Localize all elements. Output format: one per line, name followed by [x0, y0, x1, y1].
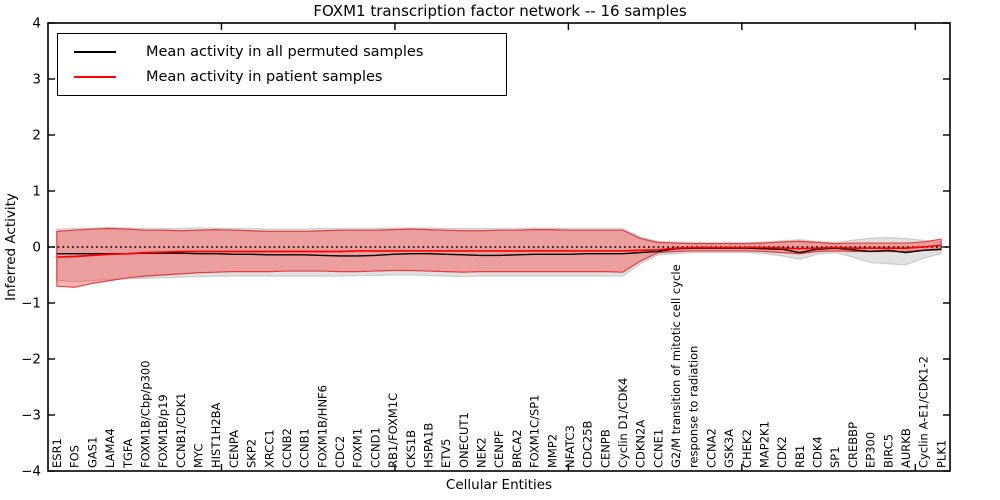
x-category-label: CCNB1	[298, 428, 312, 468]
legend-item-patient: Mean activity in patient samples	[58, 69, 506, 85]
patient-line-swatch	[74, 75, 116, 78]
patient-samples-band	[56, 227, 942, 288]
x-category-label: BRCA2	[510, 429, 524, 468]
x-category-label: response to radiation	[687, 346, 701, 468]
x-category-label: ESR1	[50, 438, 64, 468]
y-tick-label: 0	[32, 240, 41, 256]
permuted-mean-line	[56, 247, 942, 257]
x-category-label: Cyclin D1/CDK4	[616, 378, 630, 468]
x-category-label: CENPB	[598, 429, 612, 468]
permuted-line-swatch	[74, 51, 116, 54]
x-category-label: HIST1H2BA	[209, 402, 223, 468]
y-tick-label: 1	[32, 184, 41, 200]
x-category-label: SKP2	[245, 439, 259, 468]
x-category-label: LAMA4	[103, 428, 117, 468]
chart-title: FOXM1 transcription factor network -- 16…	[313, 2, 687, 20]
legend-box: Mean activity in all permuted samples Me…	[57, 33, 507, 96]
y-tick-label: 3	[32, 72, 41, 88]
x-category-label: GAS1	[85, 437, 99, 468]
y-tick-label: 4	[32, 16, 41, 32]
x-category-label: CENPF	[492, 431, 506, 468]
x-category-label: CKS1B	[404, 430, 418, 468]
y-axis-title: Inferred Activity	[3, 193, 19, 301]
x-category-label: NFATC3	[563, 425, 577, 468]
x-category-label: CREBBP	[846, 422, 860, 468]
x-category-label: GSK3A	[722, 429, 736, 468]
patient-mean-line	[56, 244, 942, 258]
legend-item-permuted: Mean activity in all permuted samples	[58, 44, 506, 60]
x-category-label: FOXM1C/SP1	[528, 394, 542, 468]
x-category-label: MMP2	[545, 434, 559, 468]
x-category-label: ONECUT1	[457, 412, 471, 468]
x-axis-title: Cellular Entities	[445, 477, 553, 493]
x-category-label: HSPA1B	[421, 423, 435, 468]
x-category-label: XRCC1	[262, 429, 276, 468]
x-category-label: CDC2	[333, 436, 347, 468]
x-category-label: CCNB1/CDK1	[174, 393, 188, 469]
x-category-label: RB1	[793, 445, 807, 468]
x-category-label: TGFA	[121, 439, 135, 469]
x-category-label: BIRC5	[881, 434, 895, 468]
y-tick-label: 2	[32, 128, 41, 144]
x-category-label: CDK2	[775, 436, 789, 468]
x-category-label: RB1/FOXM1C	[386, 393, 400, 468]
x-category-label: CCND1	[368, 427, 382, 468]
x-category-label: CDC25B	[581, 420, 595, 468]
legend-label: Mean activity in patient samples	[146, 68, 383, 85]
x-category-label: CCNB2	[280, 428, 294, 468]
legend-label: Mean activity in all permuted samples	[146, 44, 424, 61]
x-category-label: FOXM1B/p19	[156, 394, 170, 468]
x-category-label: CDK4	[811, 436, 825, 468]
x-category-label: CDKN2A	[634, 420, 648, 468]
x-category-label: CCNA2	[704, 428, 718, 468]
x-category-label: CHEK2	[740, 429, 754, 468]
x-category-label: CENPA	[227, 430, 241, 468]
x-category-label: FOXM1B/HNF6	[315, 385, 329, 468]
y-tick-label: −3	[21, 408, 41, 424]
x-category-label: MYC	[192, 444, 206, 468]
x-category-label: SP1	[828, 446, 842, 468]
y-tick-label: −1	[21, 296, 41, 312]
y-tick-label: −4	[21, 464, 41, 480]
x-category-label: NEK2	[475, 437, 489, 468]
x-category-label: FOS	[68, 445, 82, 468]
x-category-label: G2/M transition of mitotic cell cycle	[669, 264, 683, 468]
x-category-label: ETV5	[439, 439, 453, 468]
y-tick-label: −2	[21, 352, 41, 368]
x-category-label: EP300	[864, 432, 878, 468]
x-category-label: FOXM1B/Cbp/p300	[138, 360, 152, 468]
x-category-label: Cyclin A-E1/CDK1-2	[917, 356, 931, 468]
x-category-label: MAP2K1	[757, 421, 771, 468]
x-category-label: AURKB	[899, 428, 913, 468]
x-category-label: CCNE1	[651, 429, 665, 468]
permuted-samples-band	[56, 226, 942, 283]
x-category-label: PLK1	[934, 440, 948, 468]
x-category-label: FOXM1	[351, 428, 365, 468]
